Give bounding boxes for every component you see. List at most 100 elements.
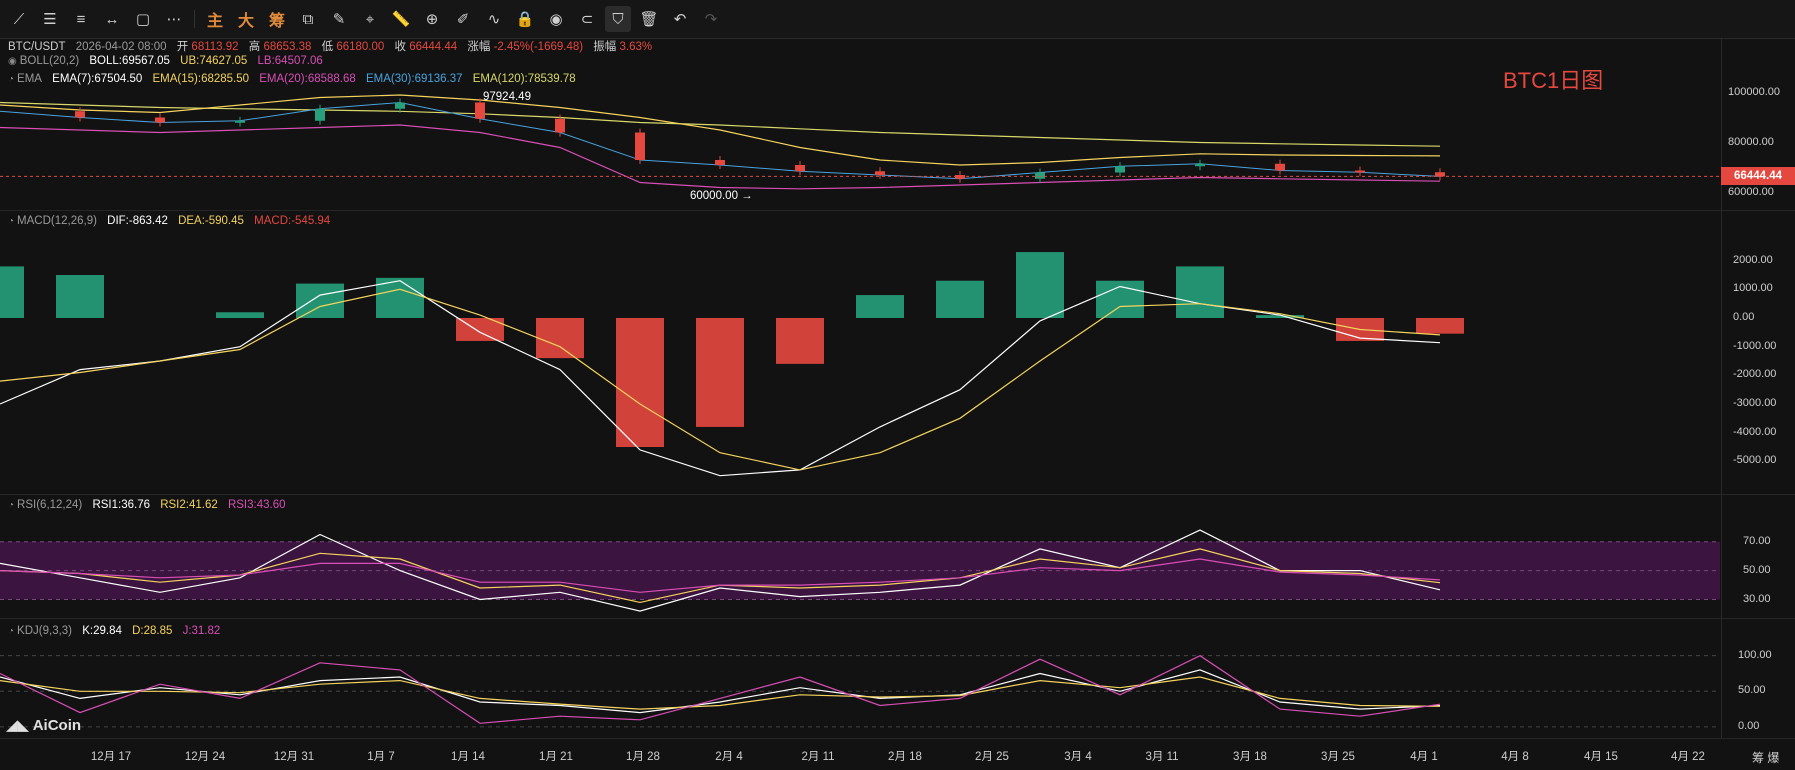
macd-bar — [536, 318, 584, 359]
ema-legend[interactable]: ◔ EMA EMA(7):67504.50 EMA(15):68285.50 EM… — [8, 73, 583, 85]
x-axis-label: 2月 11 — [801, 751, 835, 763]
macd-bar — [0, 266, 24, 318]
macd-legend[interactable]: ◔ MACD(12,26,9) DIF:-863.42 DEA:-590.45 M… — [8, 215, 337, 227]
dea-line — [0, 288, 1441, 471]
ema-label: EMA — [17, 73, 42, 85]
corner-buttons[interactable]: 筹 爆 — [1752, 751, 1780, 765]
macd-bar — [696, 318, 744, 427]
macd-bar — [1176, 266, 1224, 318]
eye-icon[interactable]: ◉ — [549, 11, 563, 28]
macd-bar — [216, 312, 264, 318]
rsi-axis-label: 70.00 — [1743, 534, 1771, 547]
magnet-icon[interactable]: ⊂ — [580, 11, 594, 28]
rsi1-value: RSI1:36.76 — [92, 499, 150, 511]
high-value: 68653.38 — [263, 41, 312, 53]
x-axis-label: 3月 18 — [1233, 751, 1267, 763]
macd-bar — [616, 318, 664, 447]
brush-icon[interactable]: ✎ — [332, 11, 346, 28]
boll-legend[interactable]: ◉ BOLL(20,2) BOLL:69567.05 UB:74627.05 LB… — [8, 55, 330, 67]
rsi3-line — [0, 558, 1441, 593]
horizontal-line-icon[interactable]: ☰ — [43, 11, 57, 28]
x-axis-label: 2月 25 — [975, 751, 1009, 763]
price-axis-divider — [1721, 38, 1722, 738]
indicator-shortcut-button[interactable]: 筹 — [268, 13, 285, 30]
bell-icon[interactable]: ◔ — [8, 216, 15, 227]
indicator-shortcut-button[interactable]: 大 — [237, 13, 254, 30]
pane-divider-rsi-kdj — [0, 618, 1795, 619]
rsi-label: RSI(6,12,24) — [17, 499, 83, 511]
open-value: 68113.92 — [191, 41, 239, 53]
x-axis-label: 4月 15 — [1584, 751, 1618, 763]
x-axis-label: 3月 11 — [1145, 751, 1179, 763]
boll-ub-value: UB:74627.05 — [180, 55, 248, 67]
price-axis-label: 60000.00 — [1728, 185, 1774, 198]
ema120-value: EMA(120):78539.78 — [472, 73, 576, 85]
chart-canvas[interactable] — [0, 38, 1795, 770]
candle — [1275, 163, 1285, 171]
lock-icon[interactable]: 🔒 — [515, 11, 535, 28]
x-axis-label: 2月 4 — [715, 751, 743, 763]
candle — [75, 111, 85, 118]
boll-ub-line — [0, 94, 1441, 166]
segment-icon[interactable]: ↔ — [104, 10, 120, 28]
redo-icon[interactable]: ↷ — [704, 11, 718, 28]
candle — [1035, 172, 1045, 179]
rsi-legend[interactable]: ◔ RSI(6,12,24) RSI1:36.76 RSI2:41.62 RSI3… — [8, 499, 293, 511]
x-axis-label: 1月 14 — [451, 751, 485, 763]
bell-icon[interactable]: ◔ — [8, 626, 15, 637]
ruler-icon[interactable]: 📏 — [391, 11, 411, 28]
j-line — [0, 655, 1441, 724]
crosshair-icon[interactable]: ⌖ — [365, 10, 375, 28]
ema120-line — [0, 101, 1441, 147]
bell-icon[interactable]: ◔ — [8, 74, 15, 85]
pen-icon[interactable]: ✐ — [456, 11, 470, 28]
logo-mark-icon: ◢◣ — [6, 717, 30, 734]
macd-bar — [776, 318, 824, 364]
boll-lb-value: LB:64507.06 — [257, 55, 323, 67]
x-axis-label: 4月 22 — [1671, 751, 1705, 763]
macd-axis-label: -5000.00 — [1733, 454, 1777, 467]
chart-watermark: BTC1日图 — [1503, 68, 1604, 93]
x-axis-label: 3月 25 — [1321, 751, 1355, 763]
change-value: -2.45%(-1669.48) — [493, 41, 584, 53]
x-axis-label: 4月 8 — [1501, 751, 1529, 763]
x-axis-label: 2月 18 — [888, 751, 922, 763]
undo-icon[interactable]: ↶ — [673, 11, 687, 28]
candle — [1435, 172, 1445, 177]
eye-icon[interactable]: ◉ — [8, 56, 17, 67]
rsi2-value: RSI2:41.62 — [160, 499, 218, 511]
trash-icon[interactable]: 🗑 — [639, 11, 659, 28]
kdj-label: KDJ(9,3,3) — [17, 625, 73, 637]
boll-lb-line — [0, 124, 1441, 190]
macd-axis-label: -2000.00 — [1733, 368, 1777, 381]
zoom-icon[interactable]: ⊕ — [425, 11, 439, 28]
snapshot-icon[interactable]: ⧉ — [302, 10, 314, 28]
candle — [235, 120, 245, 123]
macd-axis-label: -3000.00 — [1733, 397, 1777, 409]
more-shapes-icon[interactable]: ⋯ — [166, 11, 182, 28]
bell-icon[interactable]: ◔ — [8, 500, 15, 511]
macd-bar — [1416, 318, 1464, 334]
candle — [475, 102, 485, 119]
kdj-legend[interactable]: ◔ KDJ(9,3,3) K:29.84 D:28.85 J:31.82 — [8, 625, 227, 637]
indicator-shortcut-button[interactable]: 主 — [206, 13, 223, 30]
candle — [395, 102, 405, 109]
symbol-label[interactable]: BTC/USDT — [8, 41, 66, 53]
trend-line-icon[interactable]: ⟋ — [13, 10, 25, 28]
indicator-icon[interactable]: ∿ — [487, 11, 501, 28]
parallel-lines-icon[interactable]: ≡ — [76, 10, 86, 28]
x-axis-label: 12月 17 — [90, 751, 132, 763]
macd-bar — [376, 277, 424, 318]
aicoin-logo: ◢◣ AiCoin — [6, 716, 81, 734]
candle — [1115, 166, 1125, 173]
macd-bar — [56, 275, 104, 318]
close-value: 66444.44 — [409, 41, 458, 53]
filter-icon[interactable]: ⛉ — [605, 6, 631, 32]
x-axis-label: 3月 4 — [1064, 751, 1092, 763]
d-line — [0, 676, 1441, 710]
rectangle-icon[interactable]: ▢ — [135, 11, 151, 28]
x-axis-label: 1月 7 — [367, 751, 395, 763]
amplitude-value: 3.63% — [619, 41, 653, 53]
pane-divider-macd-rsi — [0, 494, 1795, 495]
datetime-label: 2026-04-02 08:00 — [75, 41, 167, 53]
